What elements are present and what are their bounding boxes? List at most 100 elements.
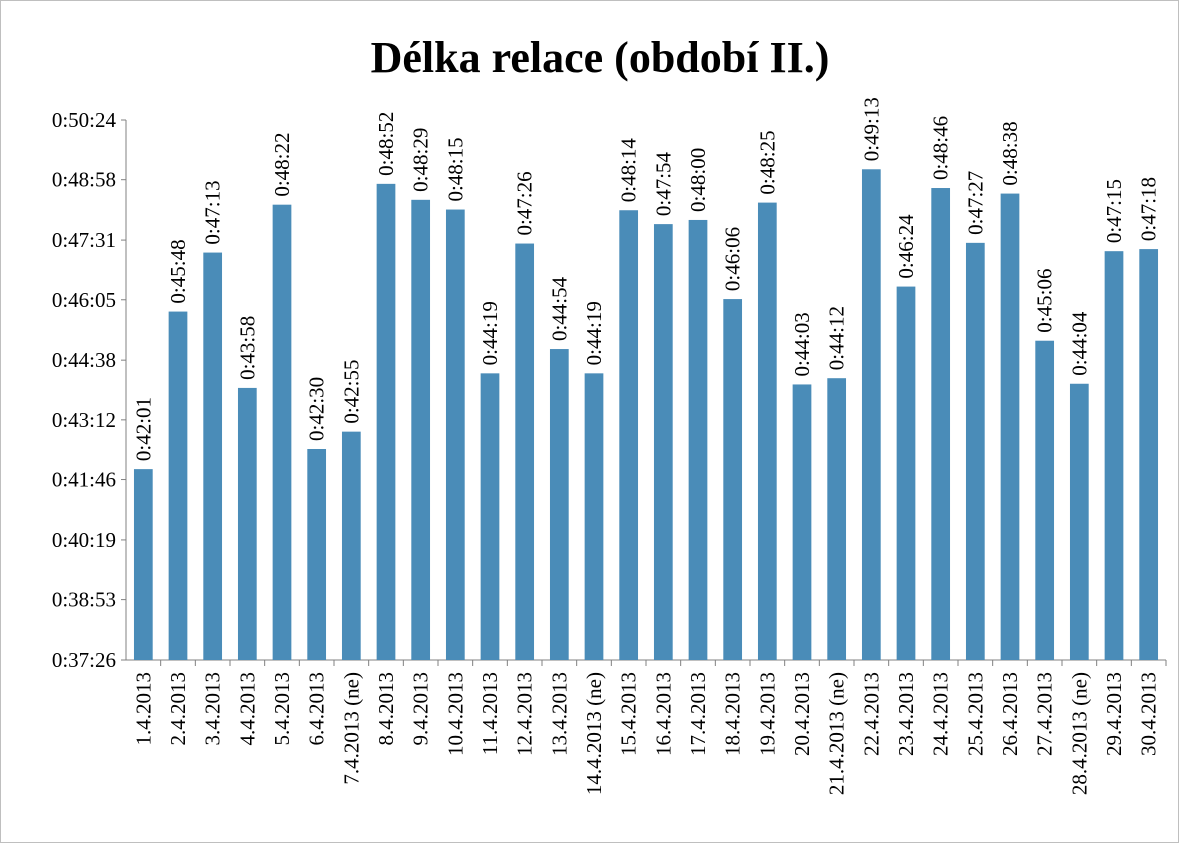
y-tick-label: 0:43:12 [52, 408, 116, 432]
bar [445, 209, 465, 660]
bar [1139, 249, 1159, 660]
y-tick-label: 0:37:26 [52, 648, 116, 672]
value-label: 0:48:38 [998, 121, 1022, 185]
value-label: 0:44:12 [825, 306, 849, 370]
bar [411, 199, 431, 660]
value-label: 0:44:54 [547, 276, 571, 341]
bar [1035, 340, 1055, 660]
x-tick-label: 16.4.2013 [651, 672, 675, 756]
value-label: 0:48:22 [270, 133, 294, 197]
value-label: 0:48:29 [409, 128, 433, 192]
x-tick-label: 25.4.2013 [963, 672, 987, 756]
chart-title: Délka relace (období II.) [371, 33, 830, 82]
x-tick-label: 11.4.2013 [478, 672, 502, 755]
x-tick-label: 21.4.2013 (ne) [825, 672, 849, 795]
bar [1000, 193, 1020, 661]
value-label: 0:44:04 [1067, 311, 1091, 376]
x-tick-label: 24.4.2013 [929, 672, 953, 756]
y-tick-label: 0:40:19 [52, 528, 116, 552]
value-label: 0:44:19 [478, 301, 502, 365]
bar [653, 224, 673, 661]
x-tick-label: 27.4.2013 [1033, 672, 1057, 756]
value-label: 0:42:01 [131, 397, 155, 461]
value-label: 0:42:30 [305, 377, 329, 441]
x-tick-label: 20.4.2013 [790, 672, 814, 756]
x-tick-label: 13.4.2013 [547, 672, 571, 756]
bar [203, 252, 223, 661]
value-label: 0:49:13 [859, 97, 883, 161]
value-label: 0:47:26 [513, 171, 537, 235]
bar [272, 204, 292, 661]
bar [896, 286, 916, 660]
x-tick-label: 2.4.2013 [166, 672, 190, 746]
x-tick-label: 10.4.2013 [443, 672, 467, 756]
bar [584, 373, 604, 660]
x-tick-label: 28.4.2013 (ne) [1067, 672, 1091, 795]
y-tick-label: 0:50:24 [52, 108, 117, 132]
bar [376, 183, 396, 660]
bar [723, 299, 743, 660]
bar [549, 349, 569, 660]
bar [515, 243, 535, 661]
value-label: 0:42:55 [339, 359, 363, 423]
value-label: 0:46:24 [894, 214, 918, 279]
value-label: 0:48:15 [443, 137, 467, 201]
y-tick-label: 0:46:05 [52, 288, 116, 312]
y-tick-label: 0:47:31 [52, 228, 116, 252]
value-label: 0:47:13 [201, 180, 225, 244]
bar [861, 169, 881, 660]
value-label: 0:48:25 [755, 130, 779, 194]
value-label: 0:46:06 [721, 227, 745, 291]
value-label: 0:48:46 [929, 116, 953, 180]
x-tick-label: 30.4.2013 [1137, 672, 1161, 756]
value-label: 0:43:58 [235, 316, 259, 380]
value-label: 0:47:54 [651, 151, 675, 216]
bar [688, 219, 708, 660]
bar [307, 448, 327, 660]
y-tick-label: 0:41:46 [52, 468, 116, 492]
x-tick-label: 19.4.2013 [755, 672, 779, 756]
bar [1104, 251, 1124, 660]
value-label: 0:48:14 [617, 138, 641, 203]
x-tick-label: 4.4.2013 [235, 672, 259, 746]
value-label: 0:47:15 [1102, 179, 1126, 243]
bar [237, 387, 257, 660]
x-tick-label: 7.4.2013 (ne) [339, 672, 363, 785]
x-tick-label: 29.4.2013 [1102, 672, 1126, 756]
value-label: 0:48:52 [374, 112, 398, 176]
value-label: 0:44:03 [790, 312, 814, 376]
x-tick-label: 12.4.2013 [513, 672, 537, 756]
x-tick-label: 6.4.2013 [305, 672, 329, 746]
x-tick-label: 26.4.2013 [998, 672, 1022, 756]
value-label: 0:48:00 [686, 148, 710, 212]
bar [341, 431, 361, 660]
x-tick-label: 15.4.2013 [617, 672, 641, 756]
x-tick-label: 8.4.2013 [374, 672, 398, 746]
y-tick-label: 0:38:53 [52, 588, 116, 612]
x-tick-label: 5.4.2013 [270, 672, 294, 746]
x-tick-label: 18.4.2013 [721, 672, 745, 756]
value-label: 0:47:27 [963, 171, 987, 235]
bar [757, 202, 777, 660]
bar [931, 188, 951, 660]
x-tick-label: 23.4.2013 [894, 672, 918, 756]
value-label: 0:44:19 [582, 301, 606, 365]
bar [480, 373, 500, 660]
value-label: 0:45:48 [166, 239, 190, 303]
y-tick-label: 0:44:38 [52, 348, 116, 372]
bar [965, 242, 985, 661]
bar [619, 210, 639, 660]
bar [1069, 383, 1089, 660]
x-tick-label: 3.4.2013 [201, 672, 225, 746]
value-label: 0:47:18 [1137, 177, 1161, 241]
x-tick-label: 22.4.2013 [859, 672, 883, 756]
x-tick-label: 17.4.2013 [686, 672, 710, 756]
y-tick-label: 0:48:58 [52, 168, 116, 192]
value-label: 0:45:06 [1033, 269, 1057, 333]
bar [827, 378, 847, 660]
bar [792, 384, 812, 660]
x-tick-label: 9.4.2013 [409, 672, 433, 746]
x-tick-label: 1.4.2013 [131, 672, 155, 746]
bar [133, 469, 153, 660]
